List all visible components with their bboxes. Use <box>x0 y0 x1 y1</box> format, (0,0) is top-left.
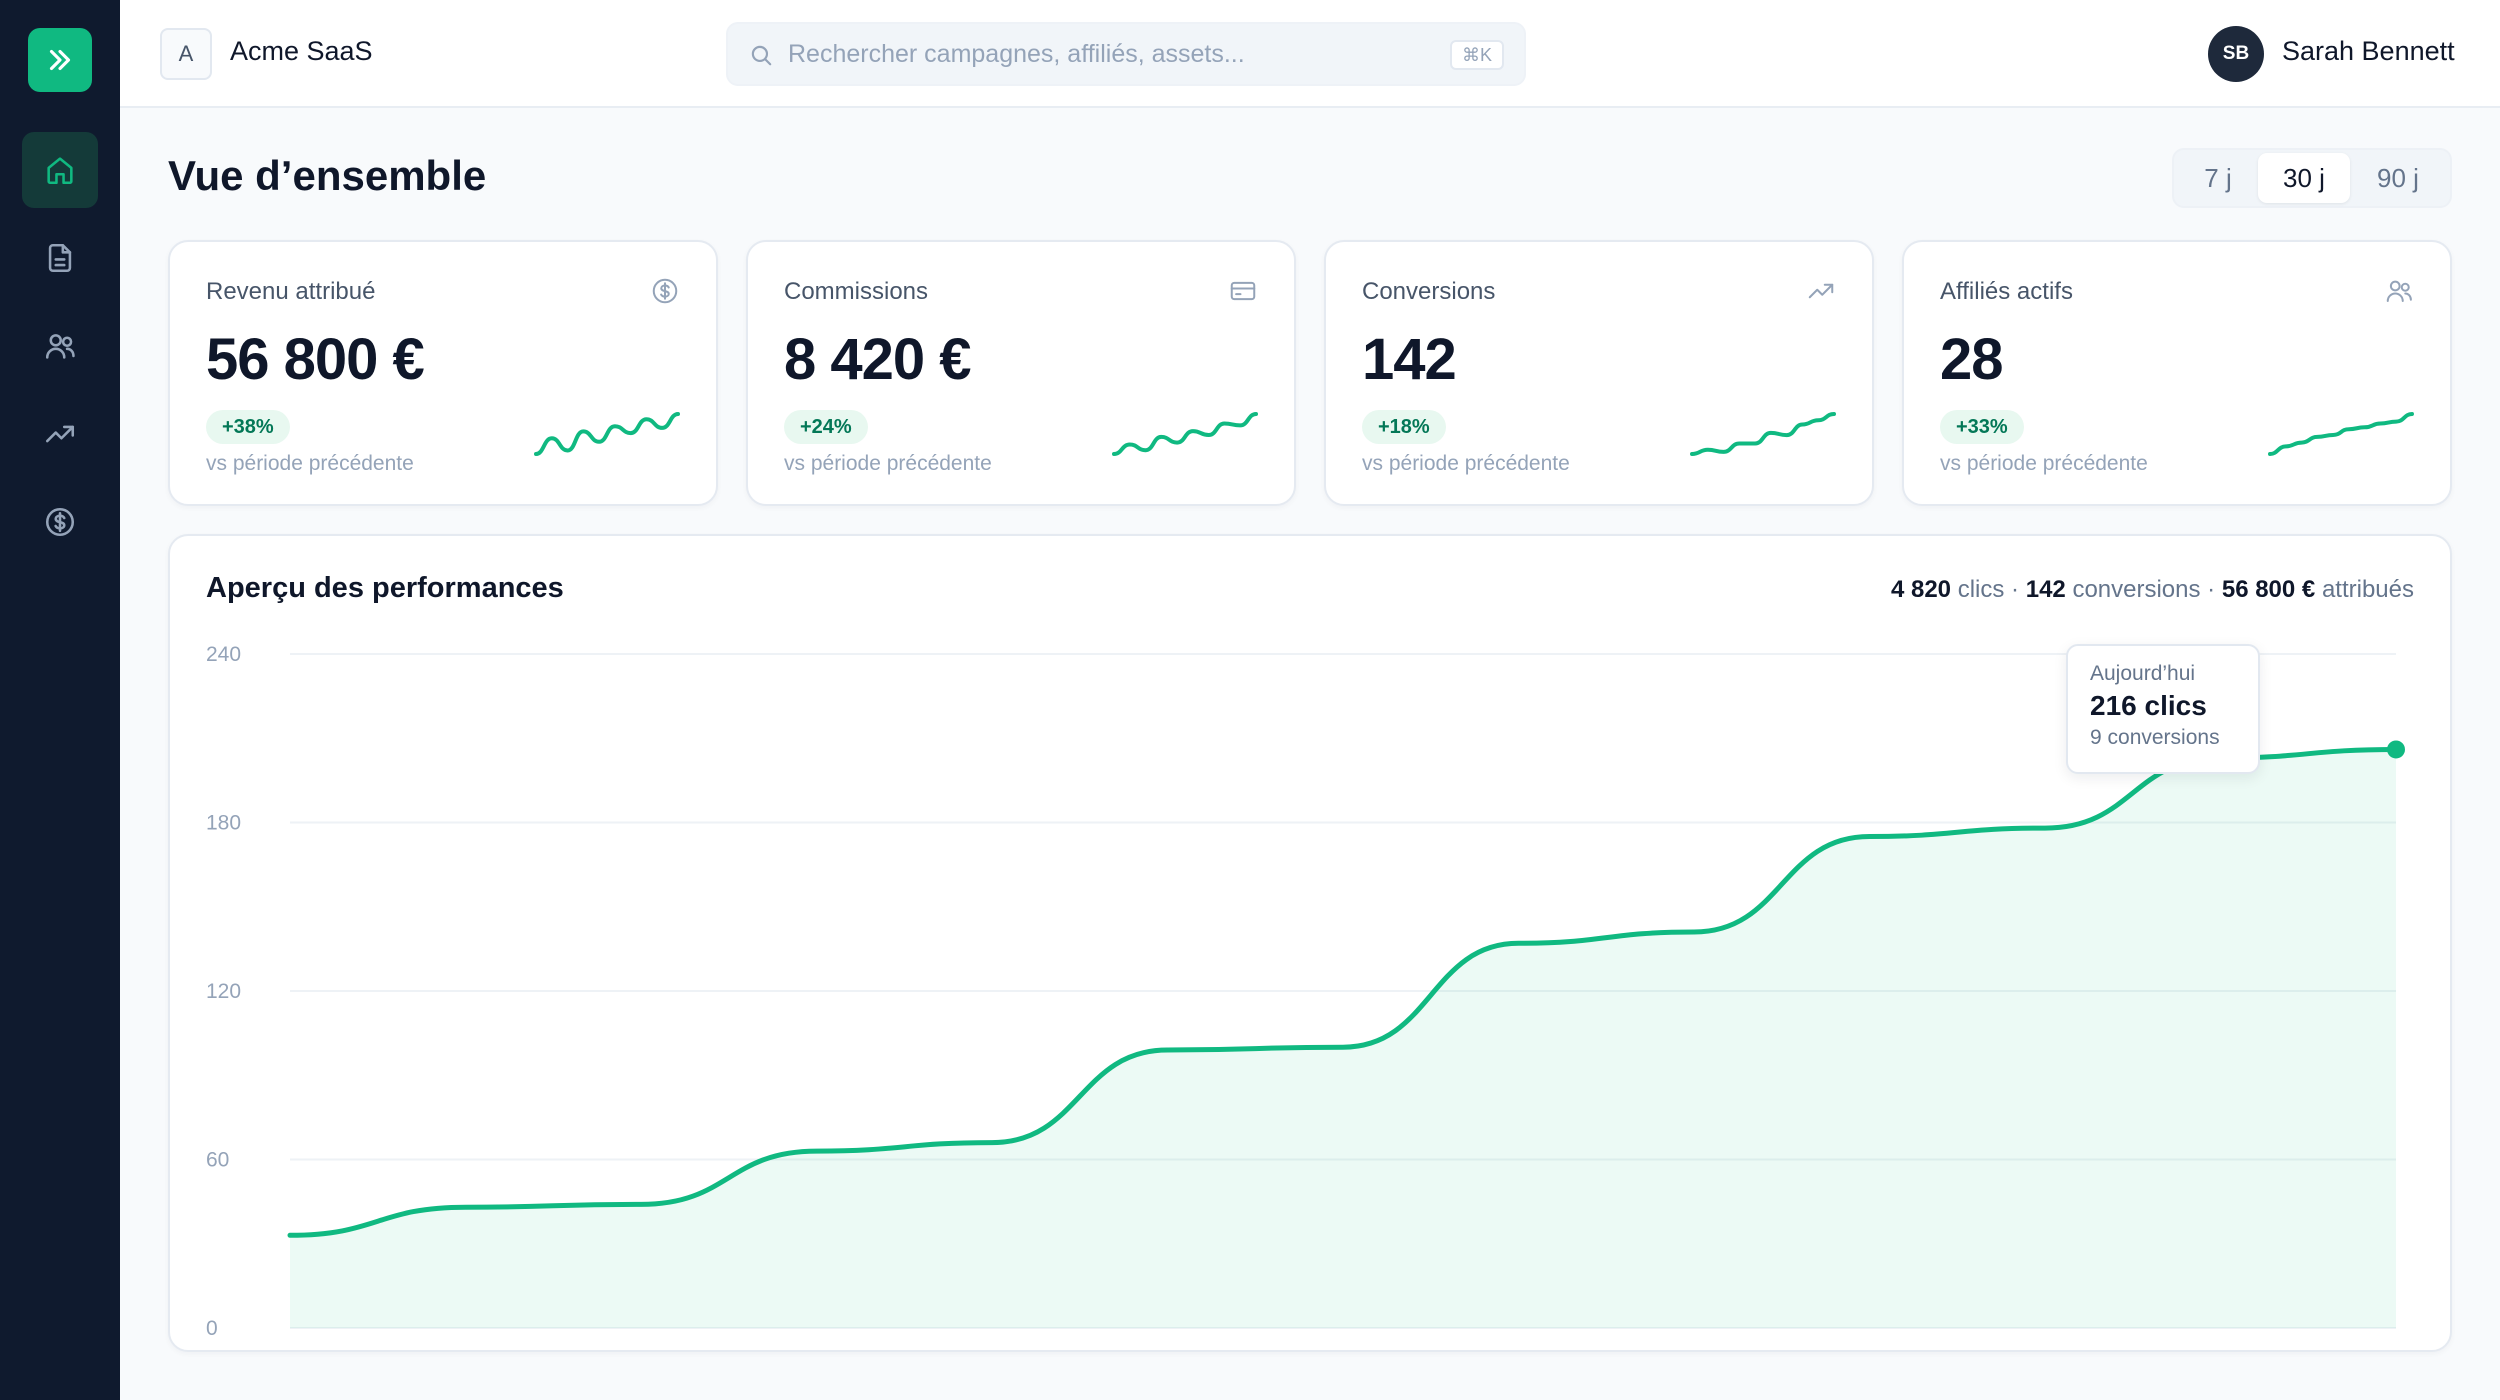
tooltip-value: 216 clics <box>2090 690 2207 721</box>
performance-chart: 0 60 120 180 240 <box>206 643 2405 1340</box>
range-90-days[interactable]: 90 j <box>2377 162 2419 193</box>
workspace-avatar[interactable]: A <box>160 28 212 80</box>
data-point-today[interactable] <box>2387 740 2405 759</box>
kpi-comparison-label: vs période précédente <box>1362 452 1570 475</box>
y-tick-label: 120 <box>206 980 241 1003</box>
kpi-title: Revenu attribué <box>206 278 376 305</box>
summary-conversions-value: 142 <box>2025 576 2066 603</box>
sparkline-path <box>2268 412 2414 456</box>
trending-up-icon <box>45 425 75 443</box>
dollar-circle-icon <box>652 278 678 304</box>
kpi-comparison-label: vs période précédente <box>784 452 992 475</box>
chevrons-right-icon <box>49 49 71 71</box>
kpi-value: 56 800 € <box>206 327 425 392</box>
y-tick-label: 240 <box>206 643 241 666</box>
kpi-comparison-label: vs période précédente <box>1940 452 2148 475</box>
users-icon <box>45 334 75 359</box>
user-avatar[interactable]: SB <box>2208 26 2264 82</box>
search-shortcut-hint: ⌘K <box>1449 40 1504 70</box>
workspace-name[interactable]: Acme SaaS <box>230 36 373 66</box>
kpi-value: 142 <box>1362 327 1457 392</box>
search-bar[interactable]: ⌘K <box>726 22 1526 86</box>
credit-card-icon <box>1230 281 1256 301</box>
kpi-sparkline <box>534 412 680 456</box>
tooltip-sub: 9 conversions <box>2090 726 2220 749</box>
series-line <box>287 747 2399 1238</box>
trending-up-icon <box>1808 283 1834 299</box>
summary-separator: · <box>2011 576 2020 603</box>
kpi-card-revenue[interactable]: Revenu attribué 56 800 € +38% vs période… <box>168 240 718 506</box>
summary-conversions-label: conversions <box>2072 576 2201 603</box>
dollar-circle-icon <box>45 507 75 537</box>
top-header: A Acme SaaS ⌘K SB Sarah Bennett <box>120 0 2500 108</box>
summary-separator: · <box>2207 576 2216 603</box>
summary-clicks-label: clics <box>1957 576 2005 603</box>
sidebar-item-affiliates[interactable] <box>22 308 98 384</box>
kpi-sparkline <box>1112 412 1258 456</box>
range-30-days[interactable]: 30 j <box>2258 153 2350 203</box>
summary-revenue-value: 56 800 € <box>2221 576 2316 603</box>
y-tick-label: 60 <box>206 1149 229 1172</box>
sidebar-item-analytics[interactable] <box>22 396 98 472</box>
performance-panel: 0 60 120 180 240 Aperçu des performances 4 8… <box>168 534 2452 1352</box>
kpi-change-badge: +33% <box>1940 410 2024 444</box>
app-logo[interactable] <box>28 28 92 92</box>
kpi-value: 8 420 € <box>784 327 972 392</box>
sparkline-path <box>1690 412 1836 456</box>
users-icon <box>2386 280 2412 302</box>
kpi-sparkline <box>2268 412 2414 456</box>
kpi-change-badge: +18% <box>1362 410 1446 444</box>
summary-clicks-value: 4 820 <box>1890 576 1952 603</box>
range-7-days[interactable]: 7 j <box>2204 162 2232 193</box>
y-tick-label: 180 <box>206 812 241 835</box>
kpi-card-conversions[interactable]: Conversions 142 +18% vs période précéden… <box>1324 240 1874 506</box>
sidebar <box>0 0 120 1400</box>
kpi-title: Conversions <box>1362 278 1496 305</box>
sidebar-item-payouts[interactable] <box>22 484 98 560</box>
chart-tooltip: Aujourd’hui 216 clics 9 conversions <box>2066 644 2260 774</box>
kpi-value: 28 <box>1940 327 2004 392</box>
sparkline-path <box>534 412 680 456</box>
area-fill <box>290 749 2396 1328</box>
search-input[interactable] <box>788 34 1428 74</box>
panel-title: Aperçu des performances <box>206 572 564 604</box>
page-title: Vue d’ensemble <box>168 152 487 199</box>
sidebar-item-overview[interactable] <box>22 132 98 208</box>
document-icon <box>48 243 72 273</box>
performance-summary: 4 820 clics · 142 conversions · 56 800 €… <box>1891 576 2414 604</box>
kpi-change-badge: +38% <box>206 410 290 444</box>
kpi-change-badge: +24% <box>784 410 868 444</box>
sparkline-path <box>1112 412 1258 456</box>
tooltip-label: Aujourd’hui <box>2090 662 2196 685</box>
summary-revenue-label: attribués <box>2321 576 2414 603</box>
kpi-sparkline <box>1690 412 1836 456</box>
kpi-card-commissions[interactable]: Commissions 8 420 € +24% vs période préc… <box>746 240 1296 506</box>
y-tick-label: 0 <box>206 1317 218 1340</box>
kpi-comparison-label: vs période précédente <box>206 452 414 475</box>
kpi-title: Affiliés actifs <box>1940 278 2073 305</box>
user-name[interactable]: Sarah Bennett <box>2282 36 2455 66</box>
date-range-selector: 7 j 30 j 90 j <box>2172 148 2452 208</box>
home-icon <box>47 157 73 185</box>
kpi-card-active-affiliates[interactable]: Affiliés actifs 28 +33% vs période précé… <box>1902 240 2452 506</box>
search-icon <box>751 45 772 66</box>
sidebar-item-reports[interactable] <box>22 220 98 296</box>
kpi-title: Commissions <box>784 278 929 305</box>
